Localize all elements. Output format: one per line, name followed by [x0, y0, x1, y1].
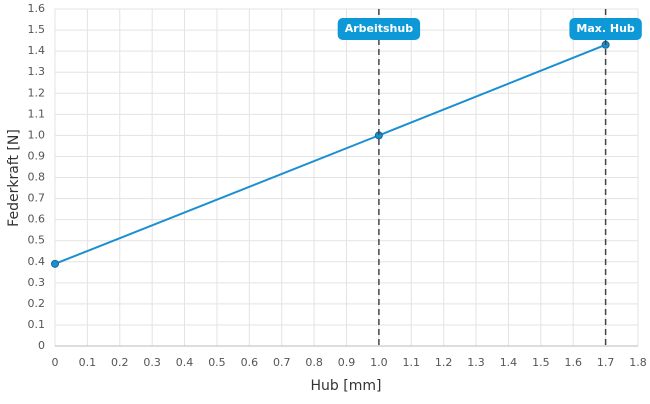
y-tick-label: 0.8 — [28, 171, 46, 184]
annotation-box — [337, 18, 421, 40]
annotation-text: Arbeitshub — [345, 22, 414, 35]
annotation-box — [569, 18, 642, 40]
x-tick-label: 1.5 — [532, 356, 550, 369]
x-tick-label: 1.4 — [500, 356, 518, 369]
y-tick-label: 0.5 — [28, 234, 46, 247]
y-tick-label: 0.4 — [28, 255, 46, 268]
annotation-label: Arbeitshub — [337, 18, 421, 40]
data-point — [51, 259, 59, 268]
x-tick-label: 0.5 — [208, 356, 226, 369]
y-tick-label: 0.1 — [28, 318, 46, 331]
x-tick-label: 1.7 — [597, 356, 615, 369]
x-tick-label: 1.2 — [435, 356, 453, 369]
y-tick-label: 0 — [38, 339, 45, 352]
y-tick-label: 1.0 — [28, 128, 46, 141]
series-line — [54, 43, 606, 265]
annotation-label: Max. Hub — [569, 18, 642, 40]
y-tick-label: 0.9 — [28, 149, 46, 162]
x-tick-label: 0.2 — [111, 356, 129, 369]
y-tick-label: 0.6 — [28, 213, 46, 226]
x-tick-label: 0.3 — [143, 356, 161, 369]
annotation-text: Max. Hub — [576, 22, 635, 35]
y-tick-label: 1.4 — [28, 44, 46, 57]
x-tick-label: 0.9 — [338, 356, 356, 369]
x-tick-label: 0.7 — [273, 356, 291, 369]
x-tick-label: 0.4 — [176, 356, 194, 369]
x-tick-label: 1.8 — [629, 356, 647, 369]
y-tick-label: 0.2 — [28, 297, 46, 310]
x-tick-label: 1.6 — [564, 356, 582, 369]
x-tick-label: 0 — [52, 356, 59, 369]
y-tick-label: 0.7 — [28, 192, 46, 205]
y-tick-label: 1.2 — [28, 86, 46, 99]
y-axis-title: Federkraft [N] — [6, 129, 22, 227]
x-tick-label: 1.1 — [403, 356, 421, 369]
x-tick-label: 0.6 — [241, 356, 259, 369]
x-tick-label: 1.3 — [467, 356, 485, 369]
y-tick-label: 1.1 — [28, 107, 46, 120]
x-tick-label: 0.8 — [305, 356, 323, 369]
y-tick-label: 1.6 — [28, 2, 46, 15]
y-tick-label: 1.3 — [28, 65, 46, 78]
y-tick-label: 0.3 — [28, 276, 46, 289]
x-tick-label: 0.1 — [79, 356, 97, 369]
y-tick-label: 1.5 — [28, 23, 46, 36]
x-tick-label: 1.0 — [370, 356, 388, 369]
x-axis-title: Hub [mm] — [311, 378, 382, 394]
